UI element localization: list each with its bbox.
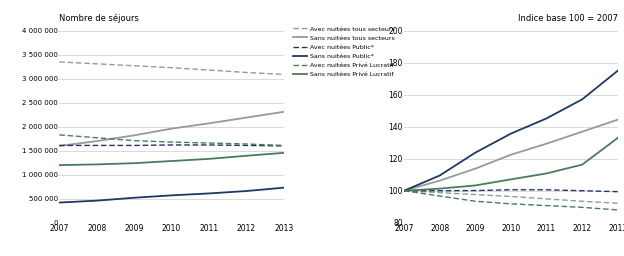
- Legend: Avec nuitées tous secteurs, Sans nuitées tous secteurs, Avec nuitées Public*, Sa: Avec nuitées tous secteurs, Sans nuitées…: [293, 26, 394, 77]
- Text: Nombre de séjours: Nombre de séjours: [59, 14, 139, 23]
- Text: Indice base 100 = 2007: Indice base 100 = 2007: [518, 14, 618, 23]
